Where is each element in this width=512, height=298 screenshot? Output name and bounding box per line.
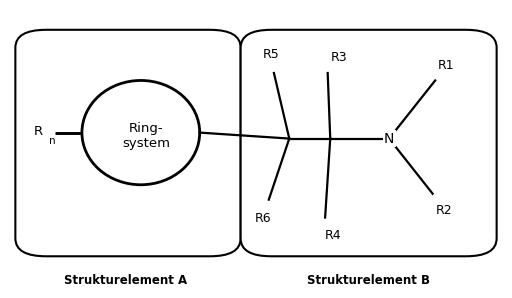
- Text: R5: R5: [263, 48, 280, 61]
- Text: R4: R4: [325, 229, 341, 243]
- Text: Ring-
system: Ring- system: [122, 122, 170, 150]
- Text: R1: R1: [438, 58, 455, 72]
- Text: R6: R6: [254, 212, 271, 225]
- Ellipse shape: [82, 80, 200, 185]
- Text: R: R: [33, 125, 42, 138]
- FancyBboxPatch shape: [15, 30, 241, 256]
- Text: N: N: [384, 132, 394, 145]
- Text: R3: R3: [331, 51, 347, 64]
- Text: Strukturelement A: Strukturelement A: [64, 274, 187, 287]
- Text: n: n: [49, 136, 56, 146]
- FancyBboxPatch shape: [241, 30, 497, 256]
- Text: Strukturelement B: Strukturelement B: [307, 274, 430, 287]
- Text: R2: R2: [436, 204, 452, 217]
